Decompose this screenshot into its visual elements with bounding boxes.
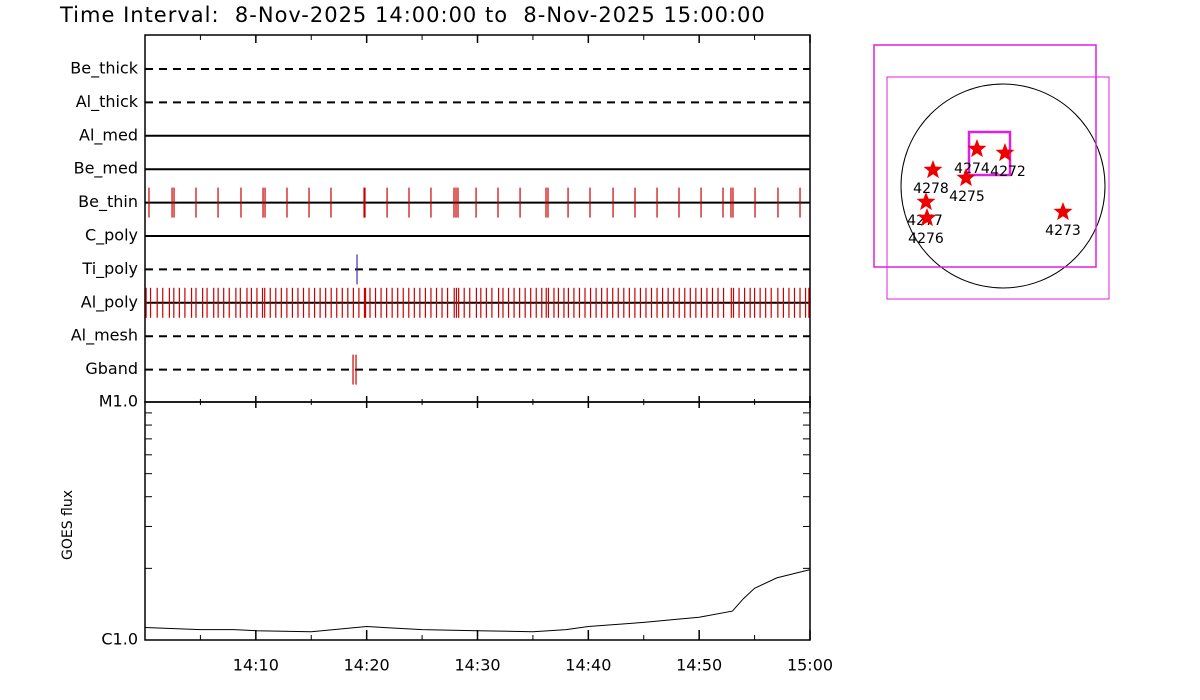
y-tick-label: C1.0 <box>101 630 138 649</box>
x-tick-label: 15:00 <box>787 656 833 675</box>
fov-box <box>886 76 1110 300</box>
region-label: 4274 <box>954 161 990 177</box>
region-star <box>923 160 943 179</box>
y-axis-label: GOES flux <box>60 490 76 560</box>
solar-disk <box>900 83 1106 289</box>
region-label: 4275 <box>949 189 985 205</box>
filter-label: Al_med <box>79 125 138 145</box>
x-tick-label: 14:10 <box>233 656 279 675</box>
region-star <box>956 168 976 187</box>
region-star <box>995 143 1015 162</box>
filter-label: Al_poly <box>81 292 138 312</box>
x-tick-label: 14:30 <box>454 656 500 675</box>
region-label: 4276 <box>908 231 944 247</box>
region-label: 4272 <box>990 164 1026 180</box>
region-star <box>967 139 987 158</box>
filter-label: Be_thin <box>78 192 138 212</box>
region-star <box>1053 202 1073 221</box>
title: Time Interval: 8-Nov-2025 14:00:00 to 8-… <box>59 3 766 27</box>
y-tick-label: M1.0 <box>99 392 138 411</box>
x-tick-label: 14:20 <box>344 656 390 675</box>
filter-label: Gband <box>85 359 138 378</box>
region-label: 4273 <box>1045 223 1081 239</box>
x-tick-label: 14:50 <box>676 656 722 675</box>
filter-label: Ti_poly <box>81 259 138 279</box>
filter-label: Be_thick <box>70 59 138 79</box>
region-star <box>917 208 937 227</box>
fov-box <box>873 44 1097 268</box>
x-tick-label: 14:40 <box>565 656 611 675</box>
filter-label: Be_med <box>74 159 138 179</box>
region-label: 4278 <box>913 181 949 197</box>
filter-label: Al_thick <box>76 92 139 112</box>
goes-curve <box>144 569 811 633</box>
region-star <box>916 192 936 211</box>
filter-label: Al_mesh <box>71 326 138 346</box>
filter-label: C_poly <box>85 226 138 246</box>
